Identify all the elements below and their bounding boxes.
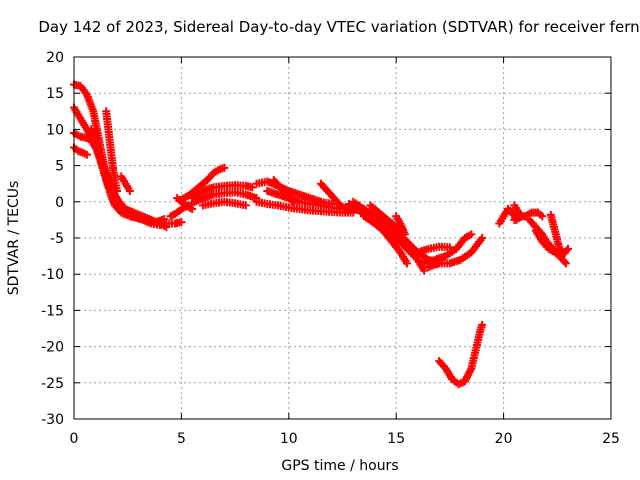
data-point xyxy=(241,201,250,210)
grid-lines xyxy=(74,57,611,419)
data-point xyxy=(510,215,519,224)
data-points xyxy=(70,80,573,389)
y-tick-label: 15 xyxy=(46,86,64,102)
series-track-31 xyxy=(521,208,547,221)
y-tick-label: -20 xyxy=(41,340,64,356)
y-tick-label: 0 xyxy=(55,195,64,211)
series-track-23 xyxy=(392,212,409,239)
series-track-8 xyxy=(162,218,186,228)
series-track-14 xyxy=(198,197,250,210)
y-tick-label: -30 xyxy=(41,412,64,428)
x-tick-label: 15 xyxy=(387,431,405,447)
data-point xyxy=(400,230,409,239)
y-tick-label: 5 xyxy=(55,159,64,175)
axis-ticks: 0 5 10 15 20 25 -30 -25 -20 -15 -10 -5 0 5 10 15 20 xyxy=(41,50,620,447)
series-track-4 xyxy=(70,143,91,159)
x-axis-label: GPS time / hours xyxy=(281,458,398,474)
series-track-27 xyxy=(424,234,487,271)
series-track-6 xyxy=(102,107,121,195)
data-point xyxy=(478,320,487,329)
x-tick-label: 0 xyxy=(70,431,79,447)
data-point xyxy=(155,220,164,229)
x-tick-label: 20 xyxy=(495,431,513,447)
data-point xyxy=(561,259,570,268)
series-track-18 xyxy=(269,176,298,206)
series-track-12 xyxy=(188,181,257,203)
series-track-28 xyxy=(435,320,487,389)
series-track-5 xyxy=(87,125,113,192)
data-point xyxy=(559,248,568,257)
data-point xyxy=(467,230,476,239)
y-tick-label: -5 xyxy=(50,231,64,247)
data-point xyxy=(104,183,113,192)
data-point xyxy=(160,215,169,224)
series-track-32 xyxy=(525,215,570,268)
series-track-13 xyxy=(188,188,261,208)
data-point xyxy=(177,218,186,227)
series-track-7 xyxy=(117,172,134,195)
data-point xyxy=(478,234,487,242)
data-point xyxy=(220,163,229,172)
chart-title: Day 142 of 2023, Sidereal Day-to-day VTE… xyxy=(38,18,639,36)
data-point xyxy=(289,197,298,206)
y-tick-label: -15 xyxy=(41,303,64,319)
data-point xyxy=(564,244,573,253)
series-track-24 xyxy=(344,199,411,268)
data-point xyxy=(125,186,134,195)
series-track-3 xyxy=(70,129,164,229)
data-point xyxy=(420,266,429,275)
data-point xyxy=(248,183,257,192)
series-track-34 xyxy=(546,210,568,257)
y-tick-label: -10 xyxy=(41,267,64,283)
x-tick-label: 5 xyxy=(177,431,186,447)
series-track-25 xyxy=(413,242,454,257)
y-tick-label: -25 xyxy=(41,376,64,392)
data-point xyxy=(82,150,91,159)
data-point xyxy=(538,212,547,221)
series-track-22 xyxy=(366,201,407,239)
x-tick-label: 25 xyxy=(602,431,620,447)
data-point xyxy=(112,186,121,195)
y-tick-label: 10 xyxy=(46,122,64,138)
series-track-26 xyxy=(417,230,476,268)
y-axis-label: SDTVAR / TECUs xyxy=(6,181,22,296)
data-point xyxy=(402,259,411,268)
y-tick-label: 20 xyxy=(46,50,64,66)
x-tick-label: 10 xyxy=(280,431,298,447)
